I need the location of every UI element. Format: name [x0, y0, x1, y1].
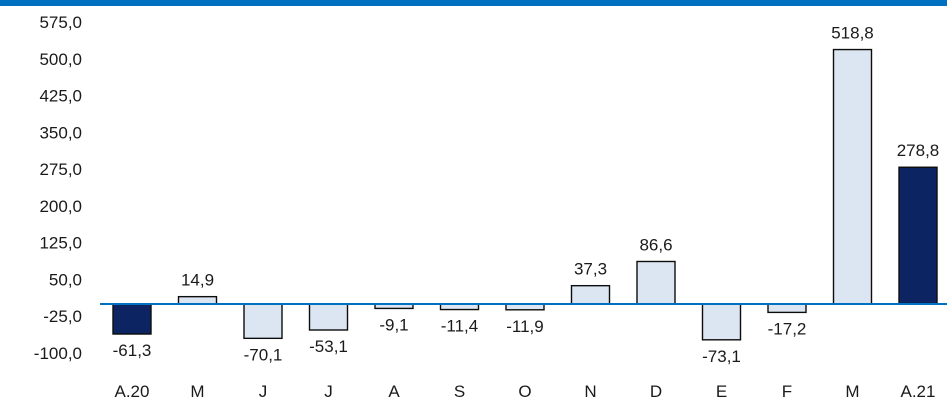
data-label: -17,2: [768, 319, 807, 338]
bar: [767, 303, 807, 314]
x-tick-label: J: [324, 382, 333, 401]
bar: [636, 260, 676, 305]
y-tick-label: 125,0: [39, 234, 82, 253]
y-tick-label: -25,0: [43, 307, 82, 326]
x-tick-label: D: [650, 382, 662, 401]
bar: [832, 48, 873, 305]
x-tick-label: J: [259, 382, 268, 401]
bar: [701, 303, 742, 341]
data-label: -61,3: [113, 341, 152, 360]
data-label: -11,9: [506, 317, 544, 336]
x-tick-label: M: [845, 382, 859, 401]
top-accent-bar: [0, 0, 947, 6]
x-tick-label: A.21: [901, 382, 936, 401]
data-label: 86,6: [639, 235, 672, 254]
bar: [570, 284, 611, 305]
y-tick-label: 350,0: [39, 123, 82, 142]
x-tick-label: A: [388, 382, 400, 401]
y-tick-label: 575,0: [39, 13, 82, 32]
x-tick-label: F: [782, 382, 792, 401]
data-label: 278,8: [897, 141, 940, 160]
bar: [243, 303, 283, 340]
x-tick-label: N: [584, 382, 596, 401]
y-tick-label: 500,0: [39, 50, 82, 69]
bar: [177, 295, 218, 305]
data-label: 37,3: [574, 260, 607, 279]
y-tick-label: 425,0: [39, 87, 82, 106]
x-tick-label: S: [454, 382, 465, 401]
y-tick-label: -100,0: [34, 344, 82, 363]
y-tick-label: 200,0: [39, 197, 82, 216]
data-label: -70,1: [244, 345, 283, 364]
data-label: -73,1: [702, 347, 741, 366]
data-label: -53,1: [309, 337, 348, 356]
data-label: 14,9: [181, 271, 214, 290]
y-tick-label: 275,0: [39, 160, 82, 179]
bar: [112, 303, 152, 335]
x-tick-label: A.20: [115, 382, 150, 401]
data-label: -11,4: [441, 317, 479, 336]
x-tick-label: M: [190, 382, 204, 401]
x-tick-label: E: [716, 382, 727, 401]
x-tick-label: O: [518, 382, 531, 401]
bar: [898, 166, 938, 305]
y-tick-label: 50,0: [49, 270, 82, 289]
data-label: 518,8: [831, 24, 874, 43]
bar: [308, 303, 349, 331]
data-label: -9,1: [379, 315, 408, 334]
